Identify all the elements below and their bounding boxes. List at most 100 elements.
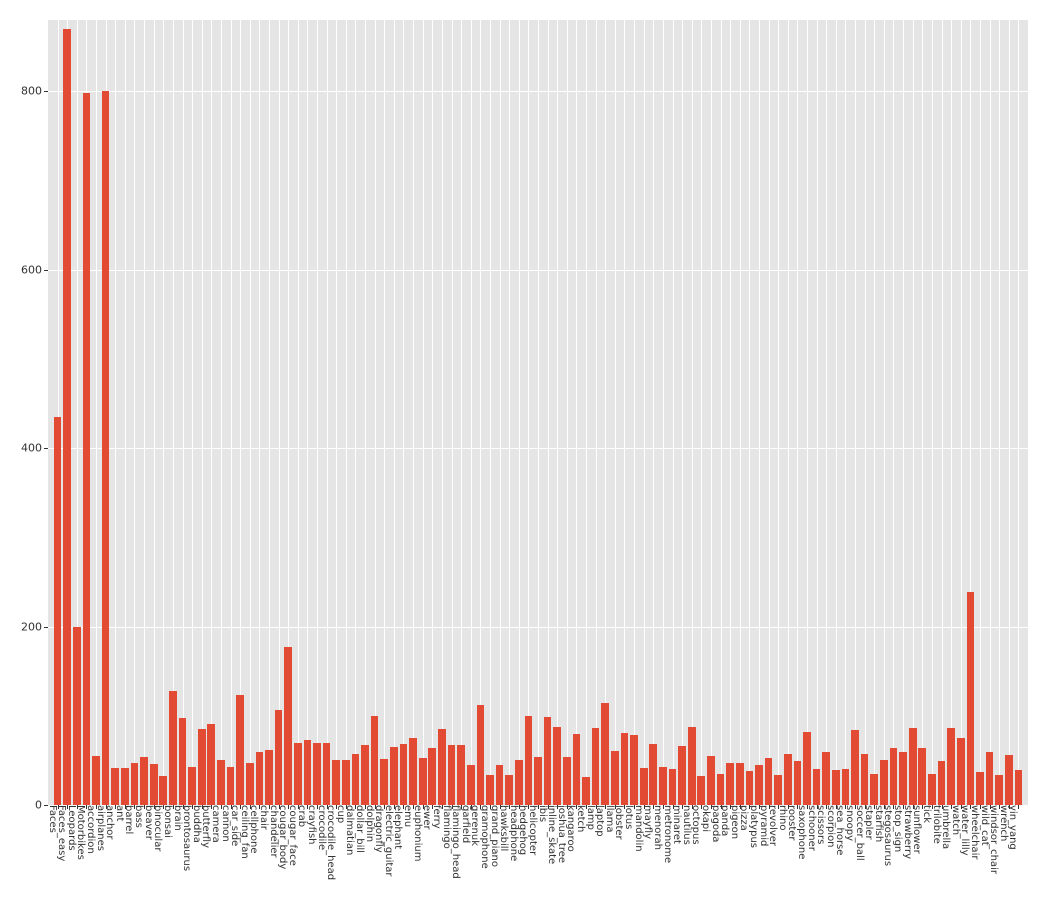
gridline-x (730, 20, 731, 805)
bar (813, 769, 821, 805)
gridline-x (154, 20, 155, 805)
bar (688, 727, 696, 805)
bar (986, 752, 994, 805)
gridline-x (500, 20, 501, 805)
bar (294, 743, 302, 805)
gridline-x (394, 20, 395, 805)
bar (976, 772, 984, 805)
bar (92, 756, 100, 805)
bar (169, 691, 177, 805)
gridline-x (250, 20, 251, 805)
gridline-x (432, 20, 433, 805)
gridline-x (769, 20, 770, 805)
gridline-x (673, 20, 674, 805)
bar (669, 769, 677, 805)
gridline-x (528, 20, 529, 805)
bar (697, 776, 705, 805)
bar (236, 695, 244, 805)
bar (842, 769, 850, 805)
gridline-x (682, 20, 683, 805)
bar (832, 770, 840, 805)
bar (467, 765, 475, 805)
gridline-x (144, 20, 145, 805)
gridline-x (211, 20, 212, 805)
gridline-x (884, 20, 885, 805)
ytick-label: 400 (21, 442, 48, 455)
gridline-x (221, 20, 222, 805)
bar (707, 756, 715, 805)
gridline-x (644, 20, 645, 805)
bar (870, 774, 878, 805)
bar (947, 728, 955, 805)
bar (111, 768, 119, 805)
gridline-x (980, 20, 981, 805)
gridline-x (134, 20, 135, 805)
gridline-x (183, 20, 184, 805)
gridline-x (701, 20, 702, 805)
gridline-x (240, 20, 241, 805)
gridline-x (413, 20, 414, 805)
bar (573, 734, 581, 805)
bar (880, 760, 888, 805)
gridline-x (961, 20, 962, 805)
gridline-x (375, 20, 376, 805)
gridline-x (490, 20, 491, 805)
bar (73, 627, 81, 805)
gridline-x (922, 20, 923, 805)
bar (400, 744, 408, 805)
gridline-x (817, 20, 818, 805)
gridline-x (692, 20, 693, 805)
bar (649, 744, 657, 805)
bar (438, 729, 446, 805)
bar (361, 745, 369, 805)
gridline-x (298, 20, 299, 805)
gridline-x (990, 20, 991, 805)
bar (957, 738, 965, 805)
gridline-x (317, 20, 318, 805)
gridline-x (96, 20, 97, 805)
bar (428, 748, 436, 805)
gridline-x (173, 20, 174, 805)
bar (755, 765, 763, 805)
gridline-x (423, 20, 424, 805)
bar (525, 716, 533, 805)
bar (227, 767, 235, 805)
bar (188, 767, 196, 805)
bar (284, 647, 292, 805)
bar (323, 743, 331, 805)
gridline-x (778, 20, 779, 805)
gridline-x (999, 20, 1000, 805)
gridline-x (711, 20, 712, 805)
bar (198, 729, 206, 805)
plot-area: 0200400600800FacesFaces_easyLeopardsMoto… (48, 20, 1028, 805)
gridline-x (749, 20, 750, 805)
ytick-label: 600 (21, 263, 48, 276)
bar (496, 765, 504, 805)
bar (332, 760, 340, 805)
bar (967, 592, 975, 805)
gridline-x (538, 20, 539, 805)
ytick-label: 200 (21, 620, 48, 633)
gridline-x (942, 20, 943, 805)
gridline-x (653, 20, 654, 805)
gridline-x (336, 20, 337, 805)
xtick-label: yin_yang (1007, 805, 1024, 850)
gridline-x (788, 20, 789, 805)
bar (822, 752, 830, 805)
bar (265, 750, 273, 805)
bar (380, 759, 388, 805)
bar (928, 774, 936, 805)
bar (803, 732, 811, 805)
gridline-x (403, 20, 404, 805)
bar (179, 718, 187, 805)
gridline-x (365, 20, 366, 805)
gridline-x (721, 20, 722, 805)
bar (409, 738, 417, 805)
gridline-x (269, 20, 270, 805)
gridline-x (307, 20, 308, 805)
gridline-x (605, 20, 606, 805)
bar (131, 763, 139, 805)
gridline-x (259, 20, 260, 805)
bar (83, 93, 91, 805)
bar (909, 728, 917, 805)
